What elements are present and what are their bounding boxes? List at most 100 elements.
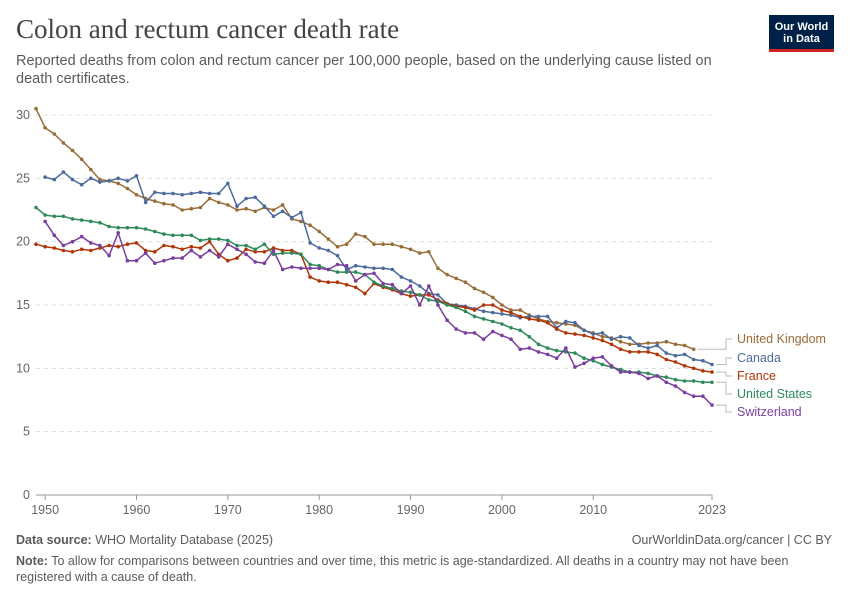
data-point-france[interactable] — [353, 285, 358, 290]
data-point-canada[interactable] — [153, 190, 157, 195]
data-point-canada[interactable] — [664, 351, 669, 355]
data-point-united-states[interactable] — [308, 262, 312, 267]
data-point-united-kingdom[interactable] — [162, 201, 166, 206]
data-point-united-states[interactable] — [226, 238, 230, 243]
data-point-canada[interactable] — [216, 191, 221, 196]
data-point-united-kingdom[interactable] — [89, 167, 93, 172]
data-point-switzerland[interactable] — [536, 350, 541, 354]
data-point-united-states[interactable] — [408, 290, 413, 295]
data-point-united-states[interactable] — [61, 214, 66, 219]
series-line-united-kingdom[interactable] — [35, 108, 694, 350]
data-point-canada[interactable] — [545, 314, 550, 319]
data-point-switzerland[interactable] — [189, 248, 194, 253]
data-point-canada[interactable] — [701, 358, 705, 363]
data-point-canada[interactable] — [52, 177, 57, 182]
data-point-switzerland[interactable] — [628, 370, 632, 374]
data-point-canada[interactable] — [280, 209, 285, 214]
data-point-france[interactable] — [253, 250, 257, 254]
data-point-canada[interactable] — [600, 331, 605, 335]
data-point-united-states[interactable] — [646, 371, 650, 376]
data-point-united-states[interactable] — [545, 346, 550, 350]
data-point-switzerland[interactable] — [655, 374, 659, 378]
data-point-switzerland[interactable] — [399, 291, 404, 296]
data-point-united-kingdom[interactable] — [399, 244, 404, 249]
data-point-switzerland[interactable] — [500, 333, 504, 338]
data-point-france[interactable] — [335, 280, 340, 285]
data-point-united-states[interactable] — [79, 218, 84, 222]
data-point-united-kingdom[interactable] — [491, 295, 495, 300]
data-point-united-states[interactable] — [262, 242, 267, 246]
data-point-france[interactable] — [89, 248, 93, 253]
data-point-france[interactable] — [682, 364, 687, 368]
data-point-switzerland[interactable] — [162, 258, 166, 263]
data-point-switzerland[interactable] — [591, 356, 595, 361]
data-point-switzerland[interactable] — [308, 266, 312, 271]
data-point-canada[interactable] — [198, 190, 203, 195]
data-point-united-states[interactable] — [116, 225, 120, 230]
data-point-canada[interactable] — [43, 175, 47, 179]
data-point-switzerland[interactable] — [390, 282, 395, 287]
data-point-switzerland[interactable] — [244, 252, 248, 257]
data-point-united-states[interactable] — [107, 224, 111, 229]
owid-logo[interactable]: Our World in Data — [769, 15, 834, 52]
data-point-france[interactable] — [481, 303, 486, 307]
data-point-france[interactable] — [79, 247, 84, 252]
data-point-france[interactable] — [628, 350, 632, 354]
data-point-canada[interactable] — [710, 362, 714, 367]
data-point-switzerland[interactable] — [481, 337, 486, 342]
data-point-france[interactable] — [262, 250, 267, 254]
data-point-switzerland[interactable] — [299, 266, 303, 271]
data-point-switzerland[interactable] — [518, 347, 522, 352]
data-point-switzerland[interactable] — [226, 242, 230, 246]
data-point-france[interactable] — [116, 244, 120, 249]
data-point-switzerland[interactable] — [646, 376, 650, 381]
data-point-united-kingdom[interactable] — [34, 106, 38, 111]
data-point-switzerland[interactable] — [710, 403, 714, 407]
data-point-united-states[interactable] — [143, 227, 148, 231]
series-canada[interactable] — [43, 170, 714, 367]
data-point-switzerland[interactable] — [445, 318, 449, 323]
legend-label-canada[interactable]: Canada — [737, 351, 781, 365]
data-point-france[interactable] — [463, 305, 468, 310]
data-point-canada[interactable] — [61, 170, 66, 174]
data-point-france[interactable] — [317, 279, 322, 283]
data-point-united-kingdom[interactable] — [70, 148, 75, 153]
data-point-united-kingdom[interactable] — [116, 181, 120, 186]
data-point-france[interactable] — [710, 370, 714, 374]
data-point-france[interactable] — [180, 247, 184, 252]
data-point-switzerland[interactable] — [253, 260, 257, 264]
data-point-canada[interactable] — [171, 191, 175, 196]
data-point-canada[interactable] — [162, 191, 166, 196]
data-point-switzerland[interactable] — [564, 346, 568, 350]
data-point-united-states[interactable] — [353, 270, 358, 274]
data-point-canada[interactable] — [609, 337, 614, 342]
data-point-france[interactable] — [280, 248, 285, 253]
data-point-united-kingdom[interactable] — [226, 203, 230, 207]
data-point-switzerland[interactable] — [491, 329, 495, 334]
data-point-united-states[interactable] — [344, 270, 349, 274]
data-point-france[interactable] — [618, 347, 623, 352]
data-point-united-states[interactable] — [153, 229, 157, 234]
data-point-united-kingdom[interactable] — [509, 308, 513, 312]
data-point-united-states[interactable] — [89, 219, 93, 224]
data-point-united-kingdom[interactable] — [673, 342, 678, 347]
data-point-france[interactable] — [125, 242, 130, 246]
data-point-united-states[interactable] — [527, 334, 532, 339]
data-point-switzerland[interactable] — [43, 219, 47, 224]
data-point-united-states[interactable] — [618, 367, 623, 372]
data-point-switzerland[interactable] — [70, 239, 75, 244]
data-point-canada[interactable] — [408, 279, 413, 283]
data-point-switzerland[interactable] — [664, 380, 669, 385]
data-point-united-kingdom[interactable] — [153, 199, 157, 203]
data-point-canada[interactable] — [180, 193, 184, 197]
data-point-switzerland[interactable] — [216, 255, 221, 259]
data-point-france[interactable] — [637, 350, 641, 354]
legend-label-france[interactable]: France — [737, 369, 776, 383]
data-point-canada[interactable] — [491, 310, 495, 315]
data-point-united-states[interactable] — [134, 225, 139, 230]
data-point-united-kingdom[interactable] — [454, 276, 459, 281]
data-point-united-kingdom[interactable] — [381, 242, 385, 246]
data-point-france[interactable] — [162, 243, 166, 248]
data-point-united-kingdom[interactable] — [600, 334, 605, 339]
data-point-france[interactable] — [344, 282, 349, 287]
